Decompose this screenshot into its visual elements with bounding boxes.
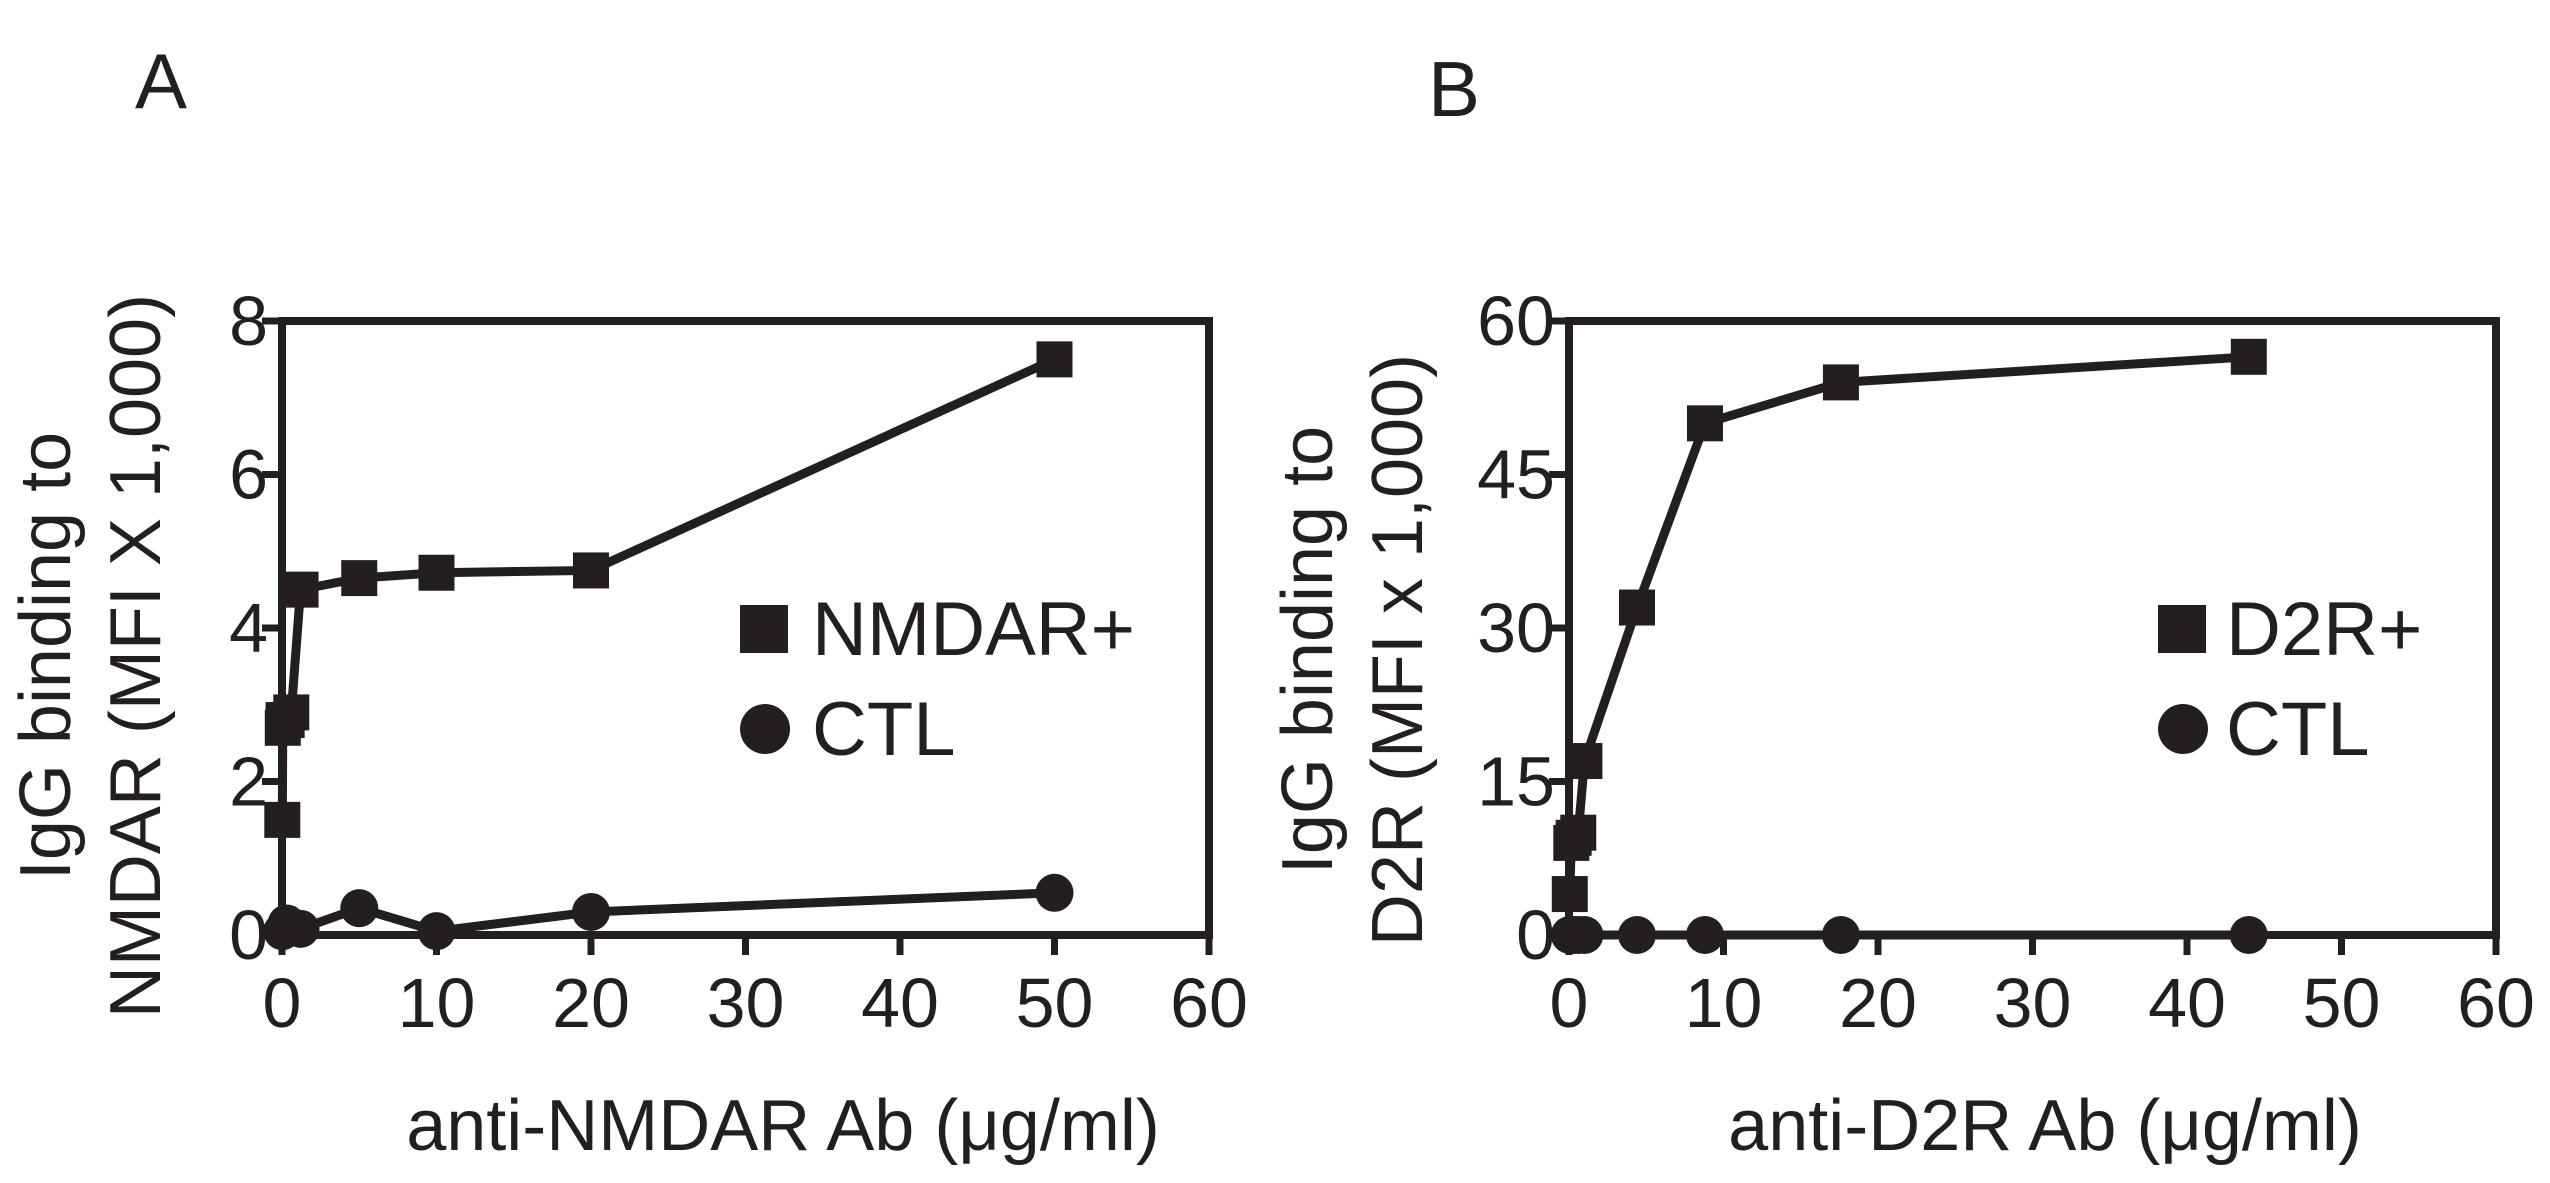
panel-b-legend-square-icon: [2158, 605, 2206, 653]
panel-b-y-tick-label: 0: [1516, 896, 1555, 974]
panel-a-legend-square-icon: [740, 605, 788, 653]
panel-a-positive-point: [282, 571, 319, 608]
panel-b-y-axis-title-line-1: IgG binding to: [1268, 426, 1348, 874]
panel-b-label: B: [1428, 45, 1480, 133]
panel-a-y-tick-label: 4: [229, 589, 268, 667]
panel-b-legend-label-2: CTL: [2226, 687, 2370, 772]
panel-b-y-tick-label: 45: [1477, 436, 1555, 514]
panel-a-y-tick-label: 8: [229, 282, 268, 360]
panel-b-positive-point: [1686, 405, 1723, 442]
panel-a-positive-point: [1036, 341, 1073, 378]
panel-a-ctl-point: [340, 889, 379, 928]
panel-b-x-tick-label: 40: [2148, 964, 2226, 1042]
panel-a-plot-frame: [278, 317, 1213, 939]
panel-a-ctl-series-line: [278, 888, 1055, 936]
panel-a-x-tick-label: 20: [552, 964, 630, 1042]
panel-a-legend-circle-icon: [740, 704, 790, 754]
panel-b: B IgG binding to D2R (MFI x 1,000) anti-…: [1268, 45, 2535, 1166]
panel-b-y-tick-label: 30: [1477, 589, 1555, 667]
panel-b-legend-label-1: D2R+: [2226, 587, 2422, 672]
panel-a-x-tick-label: 60: [1170, 964, 1248, 1042]
panel-b-legend: D2R+ CTL: [2158, 587, 2422, 772]
panel-a-x-tick-label: 0: [263, 964, 302, 1042]
panel-a-y-axis-title-line-1: IgG binding to: [6, 432, 86, 880]
panel-b-x-tick-label: 10: [1685, 964, 1763, 1042]
panel-a-y-axis-title-line-2: NMDAR (MFI X 1,000): [96, 294, 176, 1018]
panel-b-legend-circle-icon: [2158, 704, 2208, 754]
panel-b-positive-point: [2230, 338, 2267, 375]
panel-a-legend-label-1: NMDAR+: [812, 587, 1135, 672]
panel-a: A IgG binding to NMDAR (MFI X 1,000) ant…: [6, 37, 1248, 1166]
panel-b-x-tick-label: 50: [2303, 964, 2381, 1042]
panel-b-y-axis-title: IgG binding to D2R (MFI x 1,000): [1268, 354, 1438, 946]
panel-b-positive-point: [1618, 589, 1655, 626]
panel-b-x-tick-label: 20: [1839, 964, 1917, 1042]
panel-a-x-tick-label: 10: [398, 964, 476, 1042]
panel-b-plot-frame: [1565, 317, 2500, 939]
panel-a-y-tick-label: 0: [229, 896, 268, 974]
panel-a-legend: NMDAR+ CTL: [740, 587, 1135, 772]
panel-b-x-tick-label: 0: [1550, 964, 1589, 1042]
panel-a-positive-point: [573, 552, 609, 589]
panel-b-y-axis-title-line-2: D2R (MFI x 1,000): [1358, 354, 1438, 946]
panel-a-positive-point: [341, 560, 378, 597]
panel-b-x-tick-label: 60: [2457, 964, 2535, 1042]
panel-a-x-tick-label: 50: [1016, 964, 1094, 1042]
panel-b-y-tick-label: 60: [1477, 282, 1555, 360]
panel-b-x-tick-label: 30: [1994, 964, 2072, 1042]
panel-a-x-axis-title: anti-NMDAR Ab (μg/ml): [406, 1086, 1160, 1166]
panel-a-ctl-point: [281, 909, 320, 948]
panel-a-ctl-point: [572, 892, 610, 931]
panel-a-ctl-point: [1035, 873, 1074, 912]
panel-a-x-tick-label: 40: [861, 964, 939, 1042]
panel-a-legend-label-2: CTL: [812, 687, 956, 772]
panel-a-y-tick-label: 6: [229, 436, 268, 514]
panel-a-label: A: [135, 37, 187, 125]
panel-a-x-tick-label: 30: [707, 964, 785, 1042]
panel-b-x-axis-title: anti-D2R Ab (μg/ml): [1728, 1086, 2362, 1166]
panel-b-y-tick-label: 15: [1477, 743, 1555, 821]
panel-a-ticks: 0 10 20 30 40 50 60 0 2 4 6 8: [229, 282, 1248, 1042]
panel-b-positive-series-line: [1565, 352, 2250, 895]
panel-a-positive-point: [418, 554, 455, 591]
panel-a-y-axis-title: IgG binding to NMDAR (MFI X 1,000): [6, 294, 176, 1018]
panel-a-y-tick-label: 2: [229, 743, 268, 821]
panel-b-positive-point: [1822, 364, 1859, 401]
